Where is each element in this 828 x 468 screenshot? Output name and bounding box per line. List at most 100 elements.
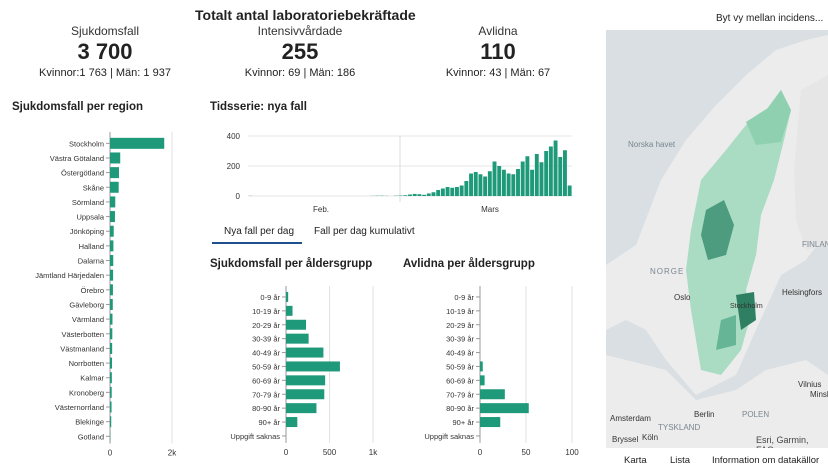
bar (286, 319, 307, 330)
bar (110, 342, 113, 354)
map-label-tyskland: TYSKLAND (658, 423, 701, 432)
category-label: 90+ år (259, 418, 281, 427)
bar (534, 154, 539, 196)
bar (110, 298, 113, 310)
map-region-jamtland (701, 200, 734, 260)
bar (473, 172, 478, 196)
bar (110, 240, 114, 252)
bar (110, 167, 119, 179)
category-label: Kronoberg (69, 388, 104, 397)
bar (520, 161, 525, 196)
category-label: 0-9 år (454, 293, 474, 302)
bar (455, 187, 459, 196)
bar (558, 157, 563, 196)
bar (110, 284, 113, 296)
category-label: 80-90 år (252, 404, 280, 413)
bar (480, 389, 505, 400)
timeseries-chart: 400 200 0 Feb. Mars (227, 132, 572, 214)
x-label-mars: Mars (481, 205, 499, 214)
bar (530, 169, 535, 196)
bar (440, 188, 445, 196)
bar (110, 372, 112, 384)
category-label: 10-19 år (446, 307, 474, 316)
switch-view-label[interactable]: Byt vy mellan incidens... (716, 13, 824, 24)
category-label: Blekinge (75, 418, 104, 427)
x-tick-label: 0 (478, 448, 483, 457)
bar (286, 389, 325, 400)
tab-karta[interactable]: Karta (624, 455, 647, 466)
map-svg[interactable] (606, 30, 828, 448)
category-label: Gävleborg (69, 300, 104, 309)
timeseries-tabs: Nya fall per dag Fall per dag kumulativt (212, 224, 423, 244)
map-label-helsingfors: Helsingfors (782, 288, 823, 297)
bar (286, 417, 298, 428)
tab-datasource-info[interactable]: Information om datakällor (712, 455, 820, 466)
y-tick-label: 400 (227, 132, 241, 141)
bar (436, 190, 441, 196)
tab-lista[interactable]: Lista (670, 455, 691, 466)
bar (480, 417, 501, 428)
bar (417, 194, 422, 196)
tab-cumulative[interactable]: Fall per dag kumulativt (314, 226, 415, 237)
category-label: 30-39 år (252, 335, 280, 344)
category-label: Värmland (72, 315, 104, 324)
map-region-stockholm (736, 292, 756, 330)
bar (544, 151, 549, 196)
category-label: Jämtland Härjedalen (35, 271, 104, 280)
bar (548, 146, 553, 196)
y-tick-label: 200 (227, 162, 241, 171)
category-label: 20-29 år (446, 321, 474, 330)
category-label: Uppsala (76, 213, 104, 222)
x-label-feb: Feb. (313, 205, 329, 214)
tab-new-cases-per-day[interactable]: Nya fall per dag (212, 224, 303, 244)
kpi-icu-label: Intensivvårdade (257, 24, 343, 38)
category-label: Västmanland (60, 344, 104, 353)
category-label: Uppgift saknas (230, 432, 280, 441)
bar (110, 255, 114, 267)
bar (412, 193, 417, 196)
bar (110, 416, 112, 428)
bar (567, 185, 572, 196)
bar (110, 313, 113, 325)
kpi-deaths: Avlidna 110 Kvinnor: 43 | Män: 67 (423, 24, 573, 79)
bar (516, 169, 520, 196)
bar (431, 192, 436, 196)
kpi-deaths-label: Avlidna (478, 24, 518, 38)
category-label: 40-49 år (252, 349, 280, 358)
kpi-cases-value: 3 700 (77, 39, 133, 64)
bar (286, 361, 340, 372)
category-label: Kalmar (80, 374, 104, 383)
age-deaths-title: Avlidna per åldersgrupp (403, 258, 535, 270)
bar (110, 357, 113, 369)
bar (286, 375, 326, 386)
category-label: 50-59 år (446, 362, 474, 371)
category-label: Skåne (83, 183, 104, 192)
category-label: 20-29 år (252, 321, 280, 330)
x-tick-label: 0 (108, 449, 113, 458)
kpi-cases-label: Sjukdomsfall (70, 24, 140, 38)
bar (110, 152, 121, 164)
map-label-norge: NORGE (650, 267, 685, 276)
kpi-cases: Sjukdomsfall 3 700 Kvinnor:1 763 | Män: … (30, 24, 180, 79)
category-label: Uppgift saknas (424, 432, 474, 441)
map-view[interactable]: Norska havet NORGE Oslo Helsingfors Stoc… (606, 30, 828, 448)
kpi-cases-sub: Kvinnor:1 763 | Män: 1 937 (39, 67, 171, 79)
map-label-bryssel: Bryssel (612, 435, 639, 444)
bar (497, 166, 502, 196)
category-label: 70-79 år (252, 390, 280, 399)
category-label: Stockholm (69, 139, 104, 148)
category-label: Gotland (78, 432, 104, 441)
map-label-minsk: Minsk (810, 390, 828, 399)
region-chart-title: Sjukdomsfall per region (12, 101, 143, 113)
category-label: Östergötland (61, 169, 104, 178)
category-label: 50-59 år (252, 362, 280, 371)
x-tick-label: 1k (369, 448, 378, 457)
map-continent (606, 355, 828, 448)
category-label: Jönköping (70, 227, 104, 236)
map-label-vilnius: Vilnius (798, 380, 822, 389)
bar (563, 150, 567, 196)
category-label: 60-69 år (446, 376, 474, 385)
map-label-finland: FINLAND (802, 240, 828, 249)
category-label: 80-90 år (446, 404, 474, 413)
bar (553, 140, 558, 196)
